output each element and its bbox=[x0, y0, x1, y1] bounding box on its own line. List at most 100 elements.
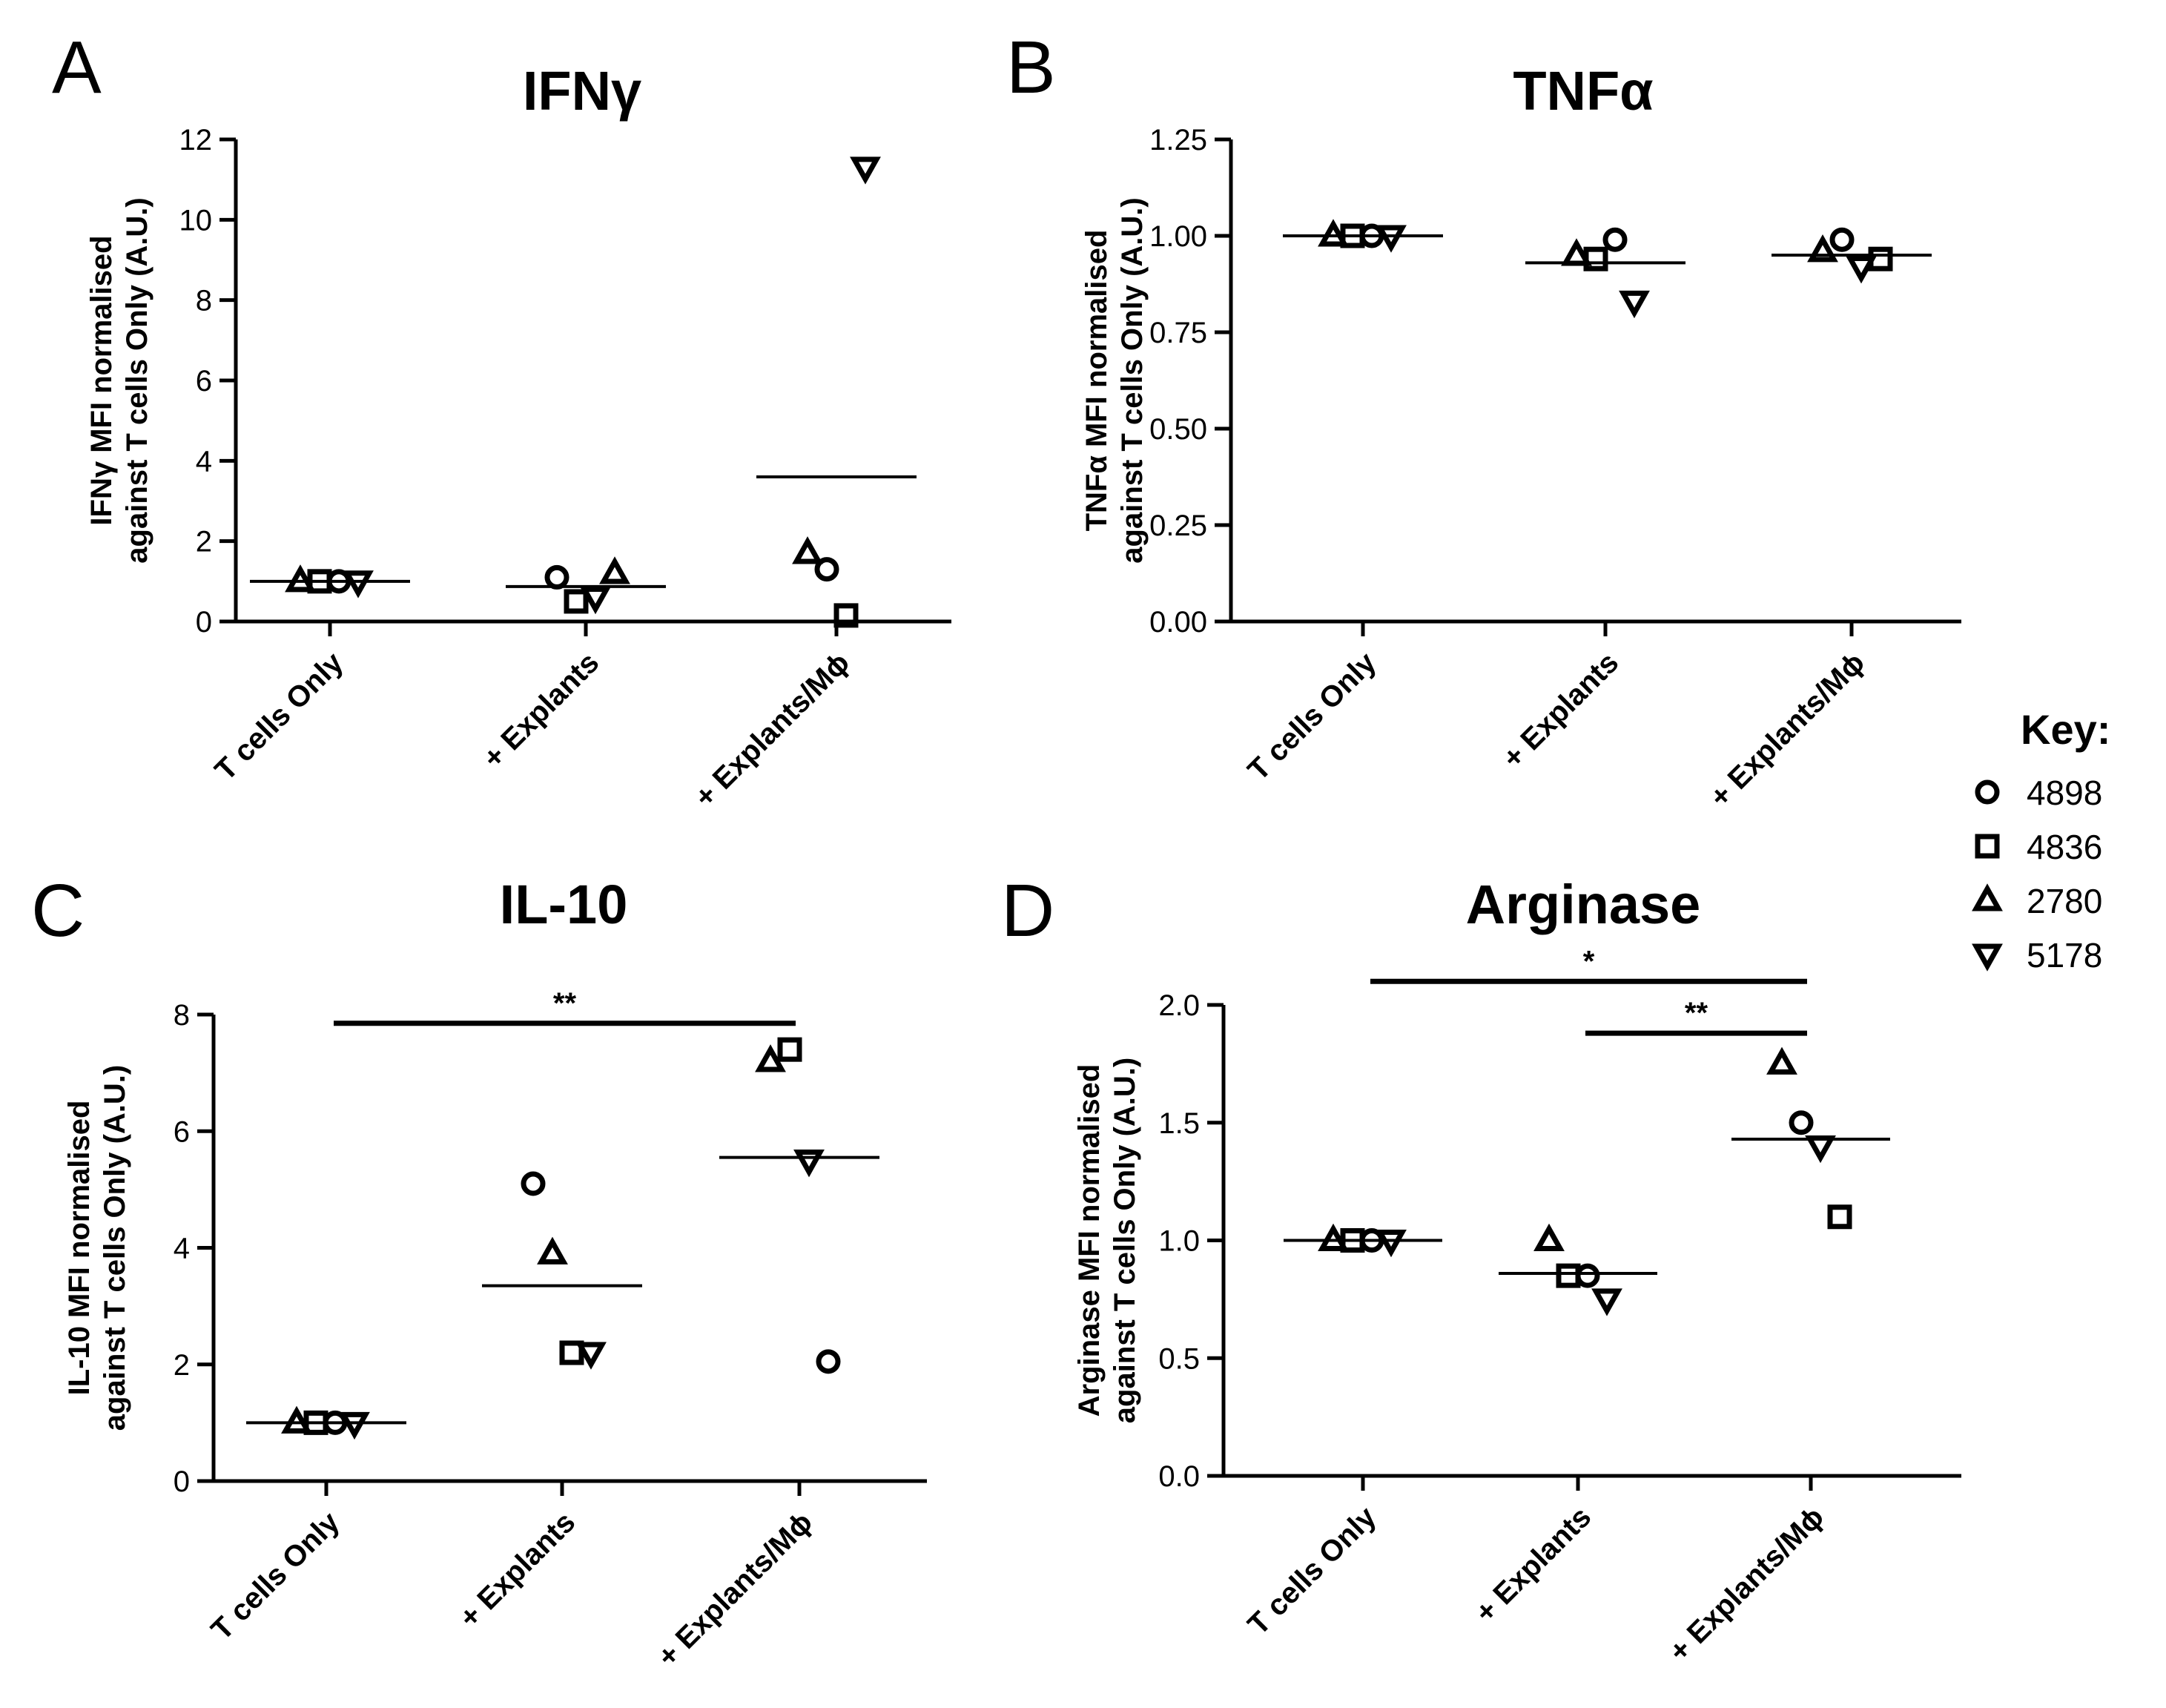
y-tick-label: 0.0 bbox=[1158, 1460, 1200, 1493]
y-tick-label: 0 bbox=[174, 1465, 190, 1498]
x-tick-label: + Explants/Mϕ bbox=[651, 1506, 819, 1673]
y-axis-label: IL-10 MFI normalised bbox=[63, 1101, 96, 1396]
data-point-2780 bbox=[537, 1236, 568, 1264]
data-point-2780 bbox=[1561, 238, 1592, 266]
y-tick-label: 10 bbox=[179, 204, 213, 237]
data-point-5178 bbox=[1846, 256, 1877, 284]
data-point-4898 bbox=[326, 569, 351, 594]
y-axis-label: against T cells Only (A.U.) bbox=[121, 197, 153, 563]
x-tick-label: T cells Only bbox=[1241, 646, 1382, 787]
data-point-2780 bbox=[792, 536, 823, 564]
legend-marker-2780 bbox=[1972, 883, 2003, 911]
x-tick-label: T cells Only bbox=[205, 1506, 346, 1646]
x-tick-label: + Explants bbox=[1496, 646, 1625, 774]
y-tick-label: 2 bbox=[196, 526, 212, 558]
x-tick-label: T cells Only bbox=[1241, 1500, 1382, 1641]
panel-c: C IL-10 0 2 4 6 8 IL-10 MFI normalised against T… bbox=[31, 869, 927, 1673]
data-point-4836 bbox=[1827, 1204, 1852, 1230]
y-tick-label: 6 bbox=[174, 1115, 190, 1148]
data-point-5178 bbox=[575, 1342, 607, 1370]
y-axis-label: against T cells Only (A.U.) bbox=[99, 1065, 131, 1431]
legend-label: 4836 bbox=[2027, 828, 2102, 866]
data-point-5178 bbox=[1619, 290, 1650, 319]
data-point-2780 bbox=[755, 1044, 786, 1072]
x-tick-label: + Explants bbox=[477, 646, 605, 774]
data-point-4836 bbox=[1583, 246, 1608, 271]
x-tick-label: + Explants/Mϕ bbox=[1663, 1500, 1830, 1668]
chart-title: Arginase bbox=[1466, 874, 1701, 935]
data-point-4836 bbox=[1556, 1263, 1581, 1288]
y-tick-label: 2.0 bbox=[1158, 989, 1200, 1022]
legend-title: Key: bbox=[2021, 706, 2110, 753]
legend-label: 5178 bbox=[2027, 936, 2102, 975]
data-point-4898 bbox=[1359, 223, 1384, 248]
data-point-5178 bbox=[339, 1411, 370, 1440]
y-tick-label: 8 bbox=[196, 285, 212, 317]
y-tick-label: 12 bbox=[179, 124, 213, 156]
legend: Key: 4898 4836 2780 5178 bbox=[1972, 706, 2110, 975]
y-tick-label: 0.00 bbox=[1149, 606, 1207, 639]
y-tick-label: 2 bbox=[174, 1349, 190, 1382]
y-axis-label: TNFα MFI normalised bbox=[1080, 230, 1113, 532]
y-tick-label: 0 bbox=[196, 606, 212, 639]
data-point-4898 bbox=[1359, 1228, 1384, 1253]
chart-title: TNFα bbox=[1513, 60, 1653, 122]
x-tick-label: + Explants/Mϕ bbox=[688, 646, 856, 814]
y-tick-label: 1.0 bbox=[1158, 1225, 1200, 1258]
data-point-2780 bbox=[1533, 1223, 1565, 1252]
y-tick-label: 6 bbox=[196, 365, 212, 398]
x-tick-label: T cells Only bbox=[208, 646, 349, 787]
data-point-4898 bbox=[1575, 1263, 1600, 1288]
data-point-2780 bbox=[1807, 234, 1838, 263]
significance-label: ** bbox=[553, 987, 577, 1020]
legend-marker-4898 bbox=[1975, 779, 2000, 805]
data-point-4898 bbox=[1789, 1110, 1814, 1135]
data-point-5178 bbox=[793, 1150, 825, 1178]
data-point-5178 bbox=[1376, 1229, 1407, 1258]
chart-title: IL-10 bbox=[500, 874, 628, 935]
significance-label: ** bbox=[1685, 997, 1708, 1029]
panel-letter: D bbox=[1001, 869, 1054, 952]
data-point-4898 bbox=[521, 1171, 546, 1196]
y-tick-label: 1.00 bbox=[1149, 220, 1207, 253]
data-point-4898 bbox=[323, 1410, 348, 1435]
panel-b: B TNFα 0.00 0.25 0.50 0.75 1.00 1.25 TNFα MFI no… bbox=[1006, 26, 1961, 814]
data-point-5178 bbox=[343, 570, 374, 599]
panel-letter: A bbox=[52, 26, 102, 109]
data-point-4898 bbox=[814, 557, 839, 582]
data-point-2780 bbox=[599, 556, 630, 584]
panel-a: A IFNγ 0 2 4 6 8 10 12 IFNγ MFI normalised against… bbox=[52, 26, 951, 814]
panel-letter: C bbox=[31, 869, 85, 952]
data-point-5178 bbox=[1591, 1288, 1622, 1316]
y-tick-label: 4 bbox=[196, 445, 212, 478]
data-point-4898 bbox=[1829, 227, 1855, 252]
data-point-5178 bbox=[1805, 1135, 1836, 1164]
y-tick-label: 0.25 bbox=[1149, 510, 1207, 542]
y-tick-label: 1.25 bbox=[1149, 124, 1207, 156]
data-point-4836 bbox=[1868, 246, 1893, 271]
data-point-5178 bbox=[850, 156, 881, 185]
data-point-4836 bbox=[833, 603, 859, 628]
legend-marker-5178 bbox=[1972, 943, 2003, 972]
data-point-4836 bbox=[564, 589, 589, 614]
data-point-4836 bbox=[777, 1037, 802, 1062]
y-tick-label: 8 bbox=[174, 999, 190, 1032]
x-tick-label: + Explants bbox=[1469, 1500, 1597, 1629]
y-tick-label: 1.5 bbox=[1158, 1107, 1200, 1140]
x-tick-label: + Explants bbox=[453, 1506, 581, 1634]
legend-label: 2780 bbox=[2027, 882, 2102, 920]
data-point-5178 bbox=[1376, 225, 1407, 253]
data-point-5178 bbox=[580, 586, 611, 615]
data-point-2780 bbox=[1318, 219, 1349, 247]
y-tick-label: 0.50 bbox=[1149, 413, 1207, 446]
panel-d: D Arginase 0.0 0.5 1.0 1.5 2.0 Arginase MFI nor… bbox=[1001, 869, 1961, 1668]
y-axis-label: Arginase MFI normalised bbox=[1073, 1064, 1106, 1417]
data-point-2780 bbox=[1766, 1046, 1797, 1075]
legend-label: 4898 bbox=[2027, 774, 2102, 812]
significance-label: * bbox=[1583, 945, 1595, 977]
panel-letter: B bbox=[1006, 26, 1056, 109]
y-tick-label: 4 bbox=[174, 1233, 190, 1265]
data-point-4898 bbox=[816, 1349, 841, 1374]
y-axis-label: against T cells Only (A.U.) bbox=[1116, 197, 1149, 563]
